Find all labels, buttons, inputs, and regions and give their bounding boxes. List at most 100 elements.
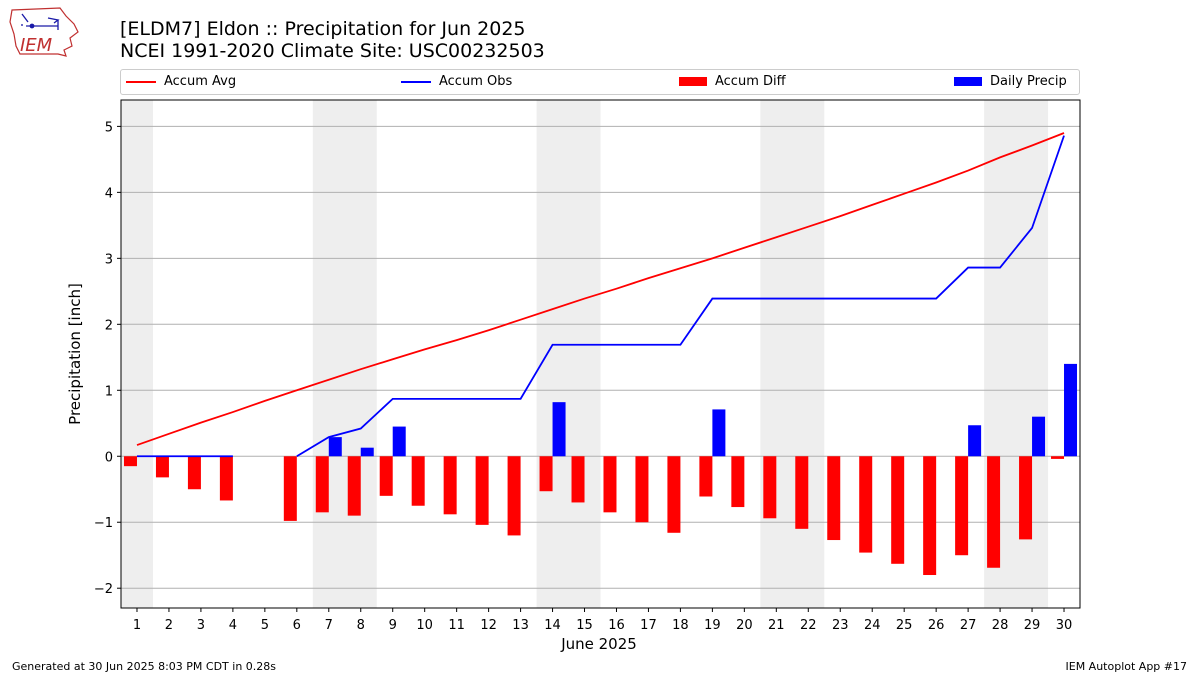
- x-tick-label: 24: [864, 618, 881, 633]
- accum-diff-bar: [347, 456, 361, 516]
- legend-swatch-daily-precip: [954, 77, 982, 86]
- x-tick-label: 13: [512, 618, 529, 633]
- x-tick-label: 14: [544, 618, 561, 633]
- accum-diff-bar: [507, 456, 521, 536]
- x-tick-label: 6: [293, 618, 301, 633]
- plot-frame: [120, 99, 1081, 609]
- x-tick-label: 26: [928, 618, 945, 633]
- accum-diff-bar: [1019, 456, 1033, 540]
- accum-avg-line: [136, 132, 1065, 446]
- accum-diff-bar: [635, 456, 649, 523]
- legend-label-accum-diff: Accum Diff: [715, 74, 786, 89]
- legend-accum-diff: Accum Diff: [679, 74, 786, 90]
- accum-diff-bar: [571, 456, 585, 503]
- x-tick-label: 2: [165, 618, 173, 633]
- x-tick-label: 1: [133, 618, 141, 633]
- y-tick-label: −2: [94, 582, 113, 597]
- x-tick-label: 16: [608, 618, 625, 633]
- x-tick-label: 21: [768, 618, 785, 633]
- x-tick-label: 30: [1056, 618, 1073, 633]
- daily-precip-bar: [392, 426, 406, 457]
- accum-diff-bar: [987, 456, 1001, 568]
- accum-diff-bar: [155, 456, 169, 478]
- x-tick-label: 9: [389, 618, 397, 633]
- x-axis-label: June 2025: [560, 635, 637, 653]
- x-tick-label: 5: [261, 618, 269, 633]
- legend-swatch-accum-obs: [401, 80, 431, 83]
- daily-precip-bar: [360, 447, 374, 457]
- accum-diff-bar: [411, 456, 425, 506]
- x-tick-label: 8: [357, 618, 365, 633]
- x-tick-label: 12: [480, 618, 497, 633]
- accum-diff-bar: [187, 456, 201, 490]
- accum-diff-bar: [859, 456, 873, 553]
- legend-accum-avg: Accum Avg: [126, 74, 236, 90]
- legend-swatch-accum-avg: [126, 80, 156, 83]
- app-credit: IEM Autoplot App #17: [1065, 660, 1188, 673]
- accum-diff-bar: [827, 456, 841, 541]
- accum-diff-bar: [475, 456, 489, 525]
- iowa-state-outline-logo: IEM: [9, 7, 79, 57]
- x-tick-label: 28: [992, 618, 1009, 633]
- accum-diff-bar: [763, 456, 777, 519]
- weekend-band: [760, 100, 825, 608]
- y-tick-label: 2: [105, 318, 113, 333]
- weekend-band: [121, 100, 153, 608]
- accum-diff-bar: [731, 456, 745, 508]
- x-tick-label: 18: [672, 618, 689, 633]
- gridlines: [121, 125, 1080, 589]
- y-tick-label: −1: [94, 516, 113, 531]
- daily-precip-bar: [1032, 416, 1046, 457]
- weekend-band: [312, 100, 377, 608]
- chart-legend: Accum Avg Accum Obs Accum Diff Daily Pre…: [120, 69, 1080, 95]
- chart-title: [ELDM7] Eldon :: Precipitation for Jun 2…: [120, 18, 545, 62]
- bar-marks: [123, 363, 1078, 576]
- accum-diff-bar: [1051, 456, 1065, 459]
- x-tick-label: 29: [1024, 618, 1041, 633]
- y-tick-label: 0: [105, 450, 113, 465]
- x-tick-label: 22: [800, 618, 817, 633]
- y-tick-label: 5: [105, 120, 113, 135]
- accum-diff-bar: [603, 456, 617, 513]
- legend-accum-obs: Accum Obs: [401, 74, 512, 90]
- x-tick-label: 4: [229, 618, 237, 633]
- x-tick-label: 3: [197, 618, 205, 633]
- daily-precip-bar: [712, 409, 726, 457]
- y-tick-label: 4: [105, 186, 113, 201]
- legend-daily-precip: Daily Precip: [954, 74, 1067, 90]
- accum-diff-bar: [315, 456, 329, 513]
- legend-label-daily-precip: Daily Precip: [990, 74, 1067, 89]
- y-tick-label: 3: [105, 252, 113, 267]
- title-line-1: [ELDM7] Eldon :: Precipitation for Jun 2…: [120, 18, 526, 40]
- iem-logo: IEM: [8, 6, 80, 58]
- x-tick-label: 7: [325, 618, 333, 633]
- accum-diff-bar: [955, 456, 969, 556]
- daily-precip-bar: [968, 425, 982, 457]
- accum-diff-bar: [795, 456, 809, 529]
- logo-text: IEM: [20, 35, 53, 56]
- accum-diff-bar: [539, 456, 553, 492]
- daily-precip-bar: [328, 437, 342, 457]
- daily-precip-bar: [552, 402, 566, 457]
- legend-swatch-accum-diff: [679, 77, 707, 86]
- accum-diff-bar: [443, 456, 457, 515]
- accum-diff-bar: [699, 456, 713, 497]
- weekend-bands: [121, 100, 1049, 608]
- accum-diff-bar: [123, 456, 137, 467]
- x-tick-label: 19: [704, 618, 721, 633]
- generated-timestamp: Generated at 30 Jun 2025 8:03 PM CDT in …: [12, 660, 277, 673]
- accum-diff-bar: [891, 456, 905, 564]
- daily-precip-bar: [1064, 363, 1078, 457]
- y-axis-label: Precipitation [inch]: [66, 283, 84, 425]
- x-tick-label: 10: [416, 618, 433, 633]
- x-tick-label: 23: [832, 618, 849, 633]
- accum-obs-line: [296, 135, 1065, 458]
- x-tick-label: 17: [640, 618, 657, 633]
- x-tick-label: 15: [576, 618, 593, 633]
- legend-label-accum-obs: Accum Obs: [439, 74, 513, 89]
- accum-diff-bar: [379, 456, 393, 496]
- accum-diff-bar: [219, 456, 233, 501]
- legend-label-accum-avg: Accum Avg: [164, 74, 237, 89]
